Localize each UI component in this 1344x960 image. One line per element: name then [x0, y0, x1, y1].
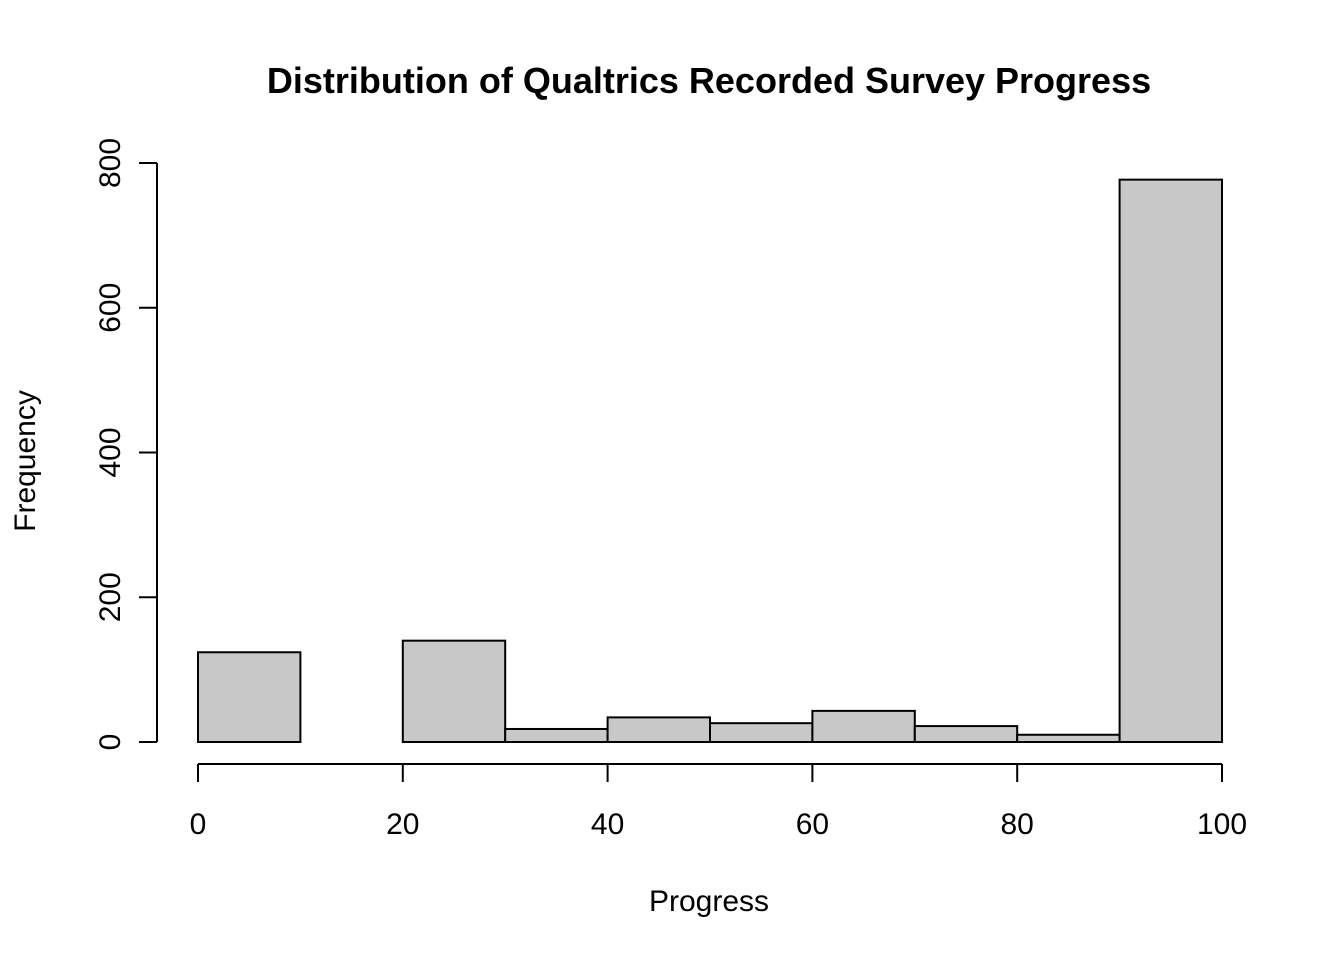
histogram-bar [1118, 178, 1223, 744]
x-tick-label: 0 [190, 808, 207, 841]
x-axis-label: Progress [649, 885, 769, 918]
y-tick-label: 600 [94, 283, 127, 333]
histogram-bar [913, 725, 1019, 744]
bars-group [197, 178, 1223, 744]
chart-title: Distribution of Qualtrics Recorded Surve… [267, 60, 1151, 101]
y-axis: 0 200 400 600 800 [94, 138, 158, 751]
histogram-bar [606, 716, 711, 744]
histogram-bar [709, 722, 814, 743]
histogram-bar [401, 639, 507, 743]
x-axis: 0 20 40 60 80 100 [190, 763, 1247, 841]
x-tick-label: 80 [1001, 808, 1034, 841]
x-tick-label: 60 [796, 808, 829, 841]
histogram-bar [197, 651, 302, 744]
y-tick-label: 200 [94, 572, 127, 622]
x-tick-label: 40 [591, 808, 624, 841]
histogram-bar [811, 709, 916, 743]
x-tick-label: 20 [386, 808, 419, 841]
x-tick-label: 100 [1197, 808, 1247, 841]
y-tick-label: 400 [94, 427, 127, 477]
y-tick-label: 800 [94, 138, 127, 188]
y-tick-label: 0 [94, 734, 127, 751]
y-axis-label: Frequency [9, 390, 42, 532]
histogram-bar [504, 727, 609, 743]
histogram-bar [1016, 733, 1121, 744]
